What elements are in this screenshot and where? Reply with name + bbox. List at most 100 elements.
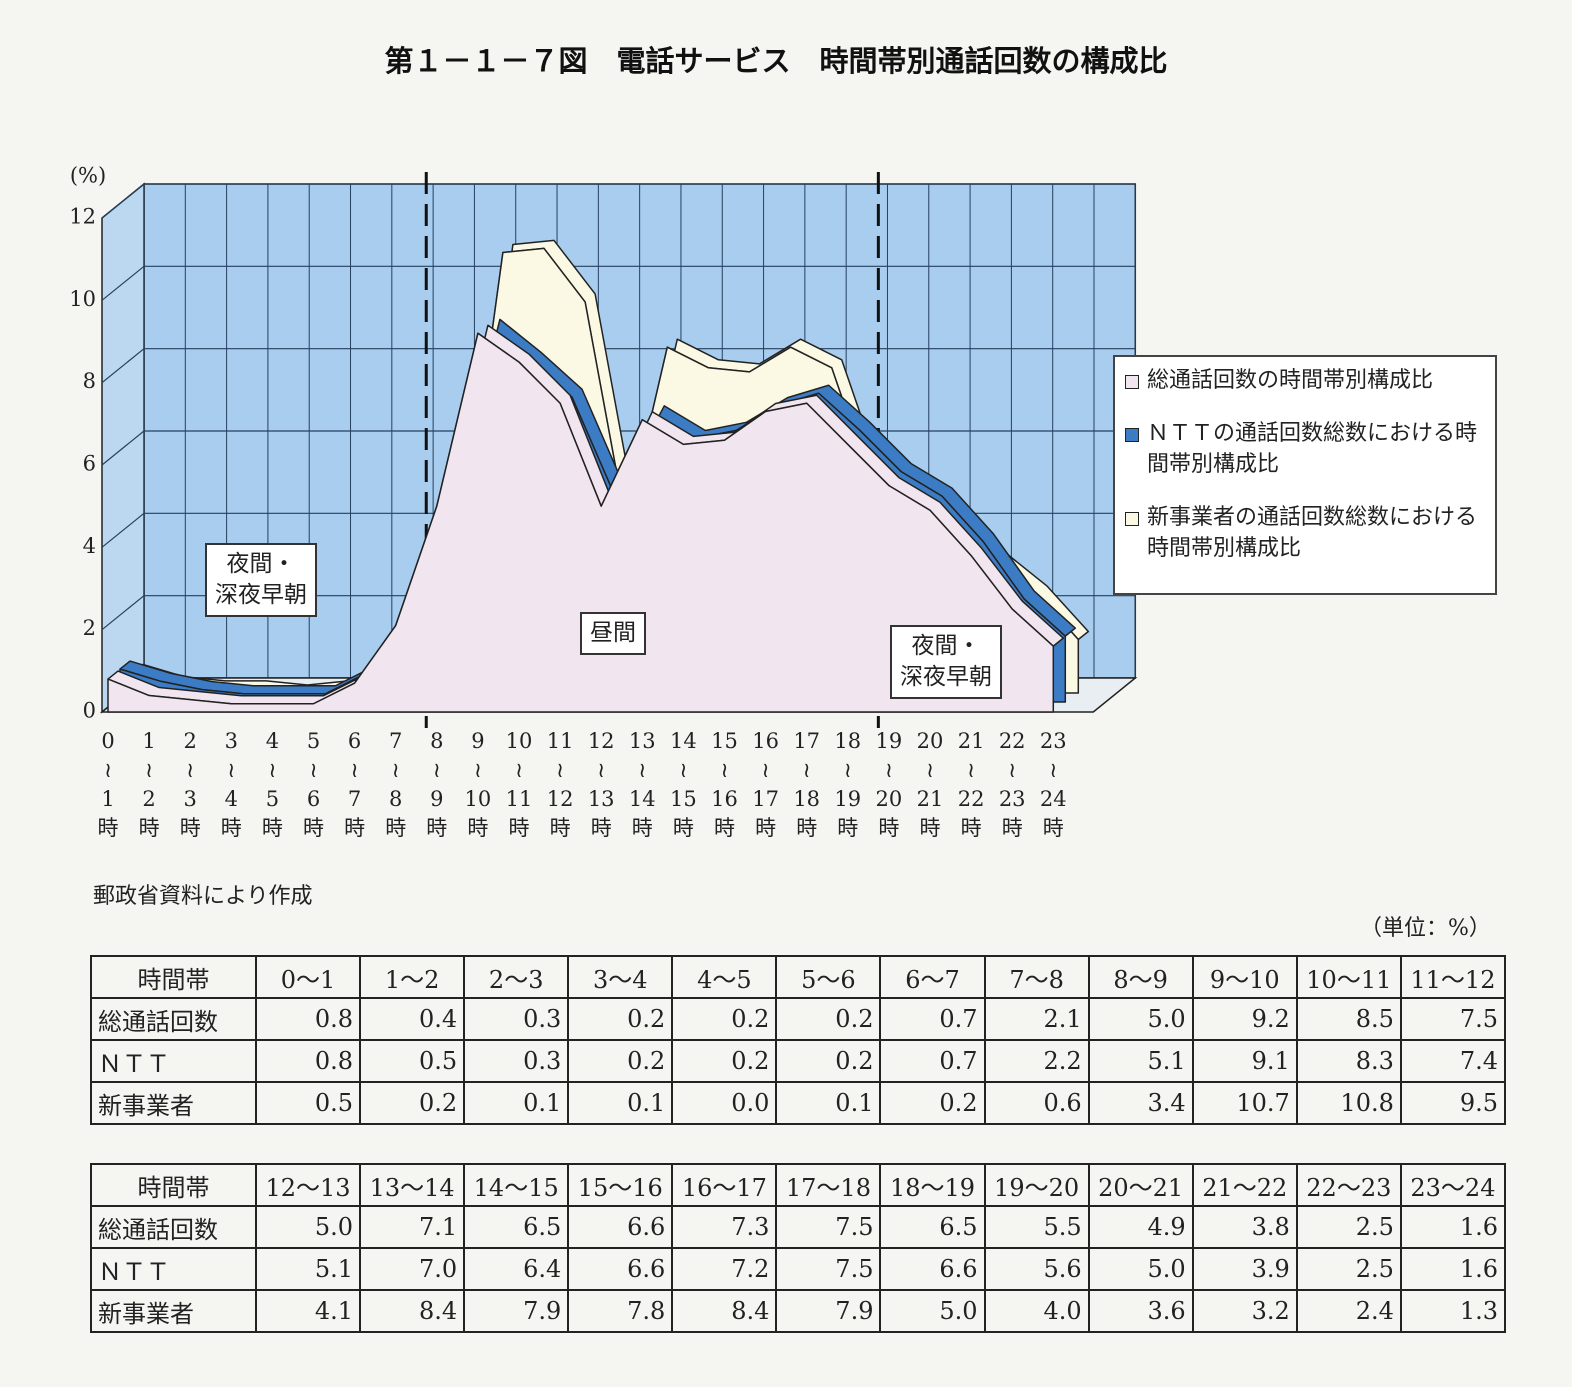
- table-cell: 2.2: [983, 1039, 1090, 1083]
- table-cell: 0.2: [359, 1081, 466, 1125]
- table-cell: 4.0: [983, 1289, 1090, 1333]
- y-tick-label: 4: [83, 534, 96, 558]
- table-header-cell: 10～11: [1295, 955, 1402, 999]
- table-cell: 0.3: [463, 997, 570, 1041]
- unit-note: （単位：%）: [1360, 916, 1491, 941]
- table-cell: 7.8: [567, 1289, 674, 1333]
- x-tick-label: 0 ≀ 1 時: [97, 729, 119, 840]
- table-header-cell: 4～5: [671, 955, 778, 999]
- table-cell: 6.6: [879, 1247, 986, 1291]
- table-cell: 2.1: [983, 997, 1090, 1041]
- table-cell: 9.1: [1191, 1039, 1298, 1083]
- data-table: 時間帯 0～1 1～2 2～3 3～4 4～5 5～6 6～7 7～8 8～9 9～10 10～11 1…: [90, 955, 1507, 1125]
- legend-swatch: [1125, 512, 1139, 526]
- row-label: 総通話回数: [90, 1205, 257, 1249]
- table-header-cell: 1～2: [359, 955, 466, 999]
- table-cell: 0.5: [254, 1081, 362, 1125]
- table-cell: 0.3: [463, 1039, 570, 1083]
- table-body: 時間帯 12～13 13～14 14～15 15～16 16～17 17～18 18～19 19…: [90, 1163, 1507, 1333]
- table-cell: 7.5: [775, 1247, 882, 1291]
- table-header-cell: 14～15: [463, 1163, 570, 1207]
- table-cell: 6.5: [879, 1205, 986, 1249]
- table-header-cell: 21～22: [1191, 1163, 1298, 1207]
- x-tick-label: 2 ≀ 3 時: [179, 729, 201, 840]
- table-header-cell: 13～14: [359, 1163, 466, 1207]
- table-cell: 2.5: [1295, 1205, 1402, 1249]
- y-tick-label: 10: [69, 287, 96, 311]
- table-cell: 4.1: [254, 1289, 362, 1333]
- table-cell: 0.0: [671, 1081, 778, 1125]
- grid-line: [101, 430, 145, 466]
- x-tick-label: 17 ≀ 18 時: [793, 729, 821, 840]
- grid-line: [101, 348, 145, 384]
- table-cell: 7.1: [359, 1205, 466, 1249]
- y-tick-label: 0: [83, 699, 96, 723]
- grid-line: [101, 265, 145, 301]
- y-tick-label: 8: [83, 369, 96, 393]
- table-row: 新事業者 0.5 0.2 0.1 0.1 0.0 0.1 0.2 0.6 3.4 10.7 10.8 9…: [90, 1081, 1507, 1125]
- row-label: ＮＴＴ: [90, 1039, 257, 1083]
- table-cell: 5.0: [1087, 997, 1194, 1041]
- table-cell: 3.9: [1191, 1247, 1298, 1291]
- x-tick-label: 11 ≀ 12 時: [546, 729, 574, 840]
- legend: 総通話回数の時間帯別構成比 ＮＴＴの通話回数総数における時間帯別構成比 新事業者の通…: [1113, 355, 1497, 595]
- zone-annotation: 昼間: [580, 612, 646, 655]
- table-header-cell: 9～10: [1191, 955, 1298, 999]
- table-cell: 0.5: [359, 1039, 466, 1083]
- table-cell: 0.8: [254, 997, 362, 1041]
- table-header-cell: 0～1: [254, 955, 362, 999]
- x-tick-label: 21 ≀ 22 時: [957, 729, 985, 840]
- x-tick-label: 22 ≀ 23 時: [998, 729, 1026, 840]
- table-cell: 7.9: [775, 1289, 882, 1333]
- table-cell: 3.4: [1087, 1081, 1194, 1125]
- table-cell: 5.0: [254, 1205, 362, 1249]
- table-header-cell: 19～20: [983, 1163, 1090, 1207]
- chart: (%) 0 2 4 6 8 10 12: [69, 164, 1138, 728]
- table-cell: 0.2: [671, 997, 778, 1041]
- table-cell: 0.1: [463, 1081, 570, 1125]
- table-cell: 8.3: [1295, 1039, 1402, 1083]
- legend-entry: ＮＴＴの通話回数総数における時間帯別構成比: [1125, 418, 1485, 480]
- table-cell: 7.4: [1399, 1039, 1507, 1083]
- x-tick-label: 8 ≀ 9 時: [426, 729, 448, 840]
- x-tick-label: 1 ≀ 2 時: [138, 729, 160, 840]
- table-cell: 8.4: [359, 1289, 466, 1333]
- table-cell: 6.4: [463, 1247, 570, 1291]
- table-cell: 0.2: [671, 1039, 778, 1083]
- legend-entry: 総通話回数の時間帯別構成比: [1125, 365, 1485, 396]
- table-cell: 7.5: [1399, 997, 1507, 1041]
- x-tick-label: 19 ≀ 20 時: [875, 729, 903, 840]
- table-cell: 5.1: [254, 1247, 362, 1291]
- x-tick-label: 18 ≀ 19 時: [834, 729, 862, 840]
- table-header-cell: 16～17: [671, 1163, 778, 1207]
- table-header-cell: 11～12: [1399, 955, 1507, 999]
- table-header-cell: 2～3: [463, 955, 570, 999]
- table-cell: 0.2: [775, 1039, 882, 1083]
- table-cell: 0.6: [983, 1081, 1090, 1125]
- zone-annotation: 夜間・ 深夜早朝: [205, 543, 317, 617]
- source-note: 郵政省資料により作成: [93, 884, 313, 909]
- table-header-cell: 時間帯: [90, 1163, 257, 1207]
- table-cell: 7.5: [775, 1205, 882, 1249]
- table-cell: 6.6: [567, 1247, 674, 1291]
- table-cell: 8.4: [671, 1289, 778, 1333]
- table-header-cell: 8～9: [1087, 955, 1194, 999]
- table-header-cell: 6～7: [879, 955, 986, 999]
- chart-title: 第１－１－７図 電話サービス 時間帯別通話回数の構成比: [384, 44, 1168, 78]
- legend-swatch: [1125, 375, 1139, 389]
- table-header-cell: 17～18: [775, 1163, 882, 1207]
- table-cell: 2.5: [1295, 1247, 1402, 1291]
- table-cell: 0.1: [567, 1081, 674, 1125]
- row-label: 新事業者: [90, 1081, 257, 1125]
- table-cell: 0.2: [775, 997, 882, 1041]
- x-tick-label: 7 ≀ 8 時: [385, 729, 407, 840]
- table-cell: 5.0: [879, 1289, 986, 1333]
- y-tick-label: 12: [69, 205, 96, 229]
- table-cell: 0.2: [567, 1039, 674, 1083]
- legend-label: 総通話回数の時間帯別構成比: [1147, 368, 1434, 393]
- table-cell: 3.2: [1191, 1289, 1298, 1333]
- y-axis-label: (%): [70, 164, 106, 188]
- legend-swatch: [1125, 428, 1139, 442]
- table-cell: 8.5: [1295, 997, 1402, 1041]
- table-cell: 9.5: [1399, 1081, 1507, 1125]
